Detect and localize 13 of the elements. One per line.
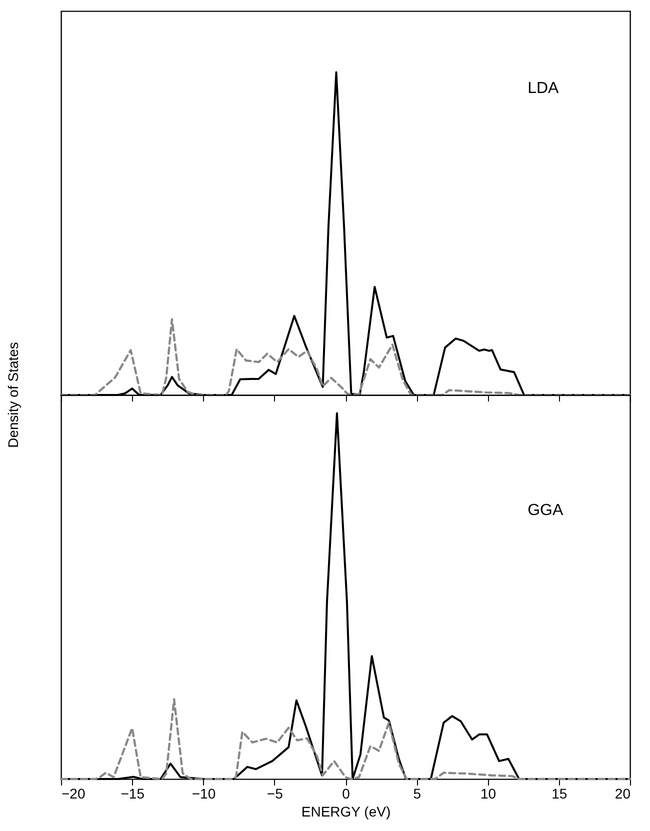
annotation: LDA — [528, 80, 560, 97]
x-tick-label: −5 — [266, 786, 284, 802]
x-tick-label: 10 — [480, 786, 496, 802]
x-tick-label: 15 — [552, 786, 568, 802]
x-tick-label: −15 — [120, 786, 145, 802]
y-axis-title: Density of States — [5, 342, 21, 448]
x-tick-label: −20 — [62, 786, 86, 802]
x-tick-label: 5 — [413, 786, 422, 802]
x-axis-title: ENERGY (eV) — [301, 804, 391, 820]
x-tick-label: 0 — [342, 786, 350, 802]
x-tick-label: 20 — [614, 786, 631, 802]
x-tick-label: −10 — [192, 786, 216, 802]
annotation: GGA — [528, 502, 564, 520]
